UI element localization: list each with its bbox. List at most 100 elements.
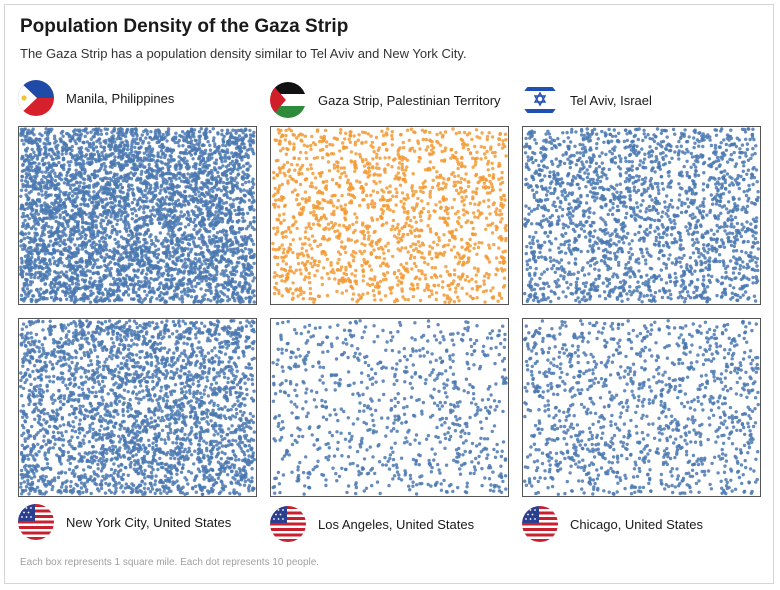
population-dot: [246, 211, 250, 215]
population-dot: [180, 297, 185, 301]
population-dot: [22, 214, 26, 219]
population-dot: [158, 191, 162, 195]
population-dot: [214, 193, 219, 198]
population-dot: [182, 156, 187, 160]
population-dot: [156, 287, 160, 292]
population-dot: [343, 279, 348, 283]
population-dot: [140, 248, 144, 252]
population-dot: [196, 200, 200, 205]
population-dot: [21, 211, 25, 216]
population-dot: [151, 286, 155, 291]
population-dot: [443, 146, 448, 150]
population-dot: [204, 258, 208, 262]
population-dot: [208, 130, 212, 134]
population-dot: [216, 299, 220, 303]
population-dot: [214, 158, 219, 162]
population-dot: [148, 199, 152, 203]
population-dot: [172, 250, 176, 254]
population-dot: [212, 223, 216, 227]
population-dot: [21, 221, 25, 225]
population-dot: [43, 252, 47, 256]
population-dot: [118, 165, 122, 169]
population-dot: [356, 298, 360, 302]
population-dot: [155, 202, 159, 206]
population-dot: [112, 257, 116, 261]
population-dot: [126, 177, 131, 181]
population-dot: [248, 264, 253, 268]
population-dot: [384, 221, 389, 225]
population-dot: [96, 200, 101, 204]
population-dot: [97, 158, 101, 163]
population-dot: [315, 200, 320, 204]
population-dot: [187, 194, 192, 198]
population-dot: [162, 238, 166, 243]
population-dot: [40, 178, 44, 182]
population-dot: [237, 226, 242, 231]
population-dot: [114, 289, 119, 293]
population-dot: [182, 231, 187, 235]
population-dot: [48, 173, 52, 177]
population-dot: [113, 217, 117, 221]
population-dot: [342, 166, 346, 170]
population-dot: [232, 140, 236, 144]
population-dot: [56, 249, 60, 253]
population-dot: [86, 204, 90, 208]
population-dot: [141, 243, 146, 248]
population-dot: [358, 180, 362, 184]
population-dot: [67, 191, 72, 196]
population-dot: [32, 150, 36, 154]
population-dot: [190, 148, 194, 152]
population-dot: [182, 269, 187, 273]
population-dot: [55, 210, 59, 214]
population-dot: [90, 256, 94, 260]
population-dot: [430, 266, 434, 270]
city-label: Manila, Philippines: [66, 90, 175, 106]
population-dot: [145, 186, 149, 190]
population-dot: [335, 289, 339, 294]
population-dot: [351, 222, 355, 227]
population-dot: [19, 188, 24, 192]
population-dot: [213, 144, 217, 148]
population-dot: [202, 184, 206, 189]
population-dot: [349, 150, 354, 154]
population-dot: [199, 287, 203, 291]
population-dot: [193, 151, 197, 156]
population-dot: [252, 261, 256, 266]
population-dot: [329, 261, 333, 265]
population-dot: [90, 212, 94, 217]
population-dot: [83, 134, 87, 139]
population-dot: [99, 265, 103, 269]
population-dot: [220, 132, 224, 137]
population-dot: [110, 130, 114, 134]
population-dot: [209, 181, 214, 186]
population-dot: [179, 151, 183, 155]
population-dot: [435, 243, 440, 247]
population-dot: [161, 244, 165, 248]
population-dot: [214, 276, 218, 280]
population-dot: [147, 162, 151, 167]
population-dot: [158, 282, 162, 286]
population-dot: [114, 230, 119, 234]
population-dot: [142, 156, 147, 160]
population-dot: [323, 128, 328, 133]
population-dot: [27, 224, 31, 229]
population-dot: [44, 245, 48, 249]
population-dot: [472, 266, 477, 270]
population-dot: [237, 163, 241, 167]
population-dot: [132, 250, 136, 254]
population-dot: [28, 250, 32, 254]
population-dot: [140, 163, 144, 167]
population-dot: [417, 159, 421, 164]
population-dot: [498, 220, 503, 224]
population-dot: [27, 169, 31, 173]
population-dot: [204, 128, 208, 132]
population-dot: [244, 180, 248, 185]
population-dot: [307, 237, 311, 241]
population-dot: [482, 181, 487, 185]
population-dot: [40, 193, 44, 197]
population-dot: [31, 215, 35, 220]
population-dot: [40, 277, 44, 281]
population-dot: [53, 207, 57, 212]
population-dot: [239, 274, 243, 278]
population-dot: [105, 176, 109, 181]
